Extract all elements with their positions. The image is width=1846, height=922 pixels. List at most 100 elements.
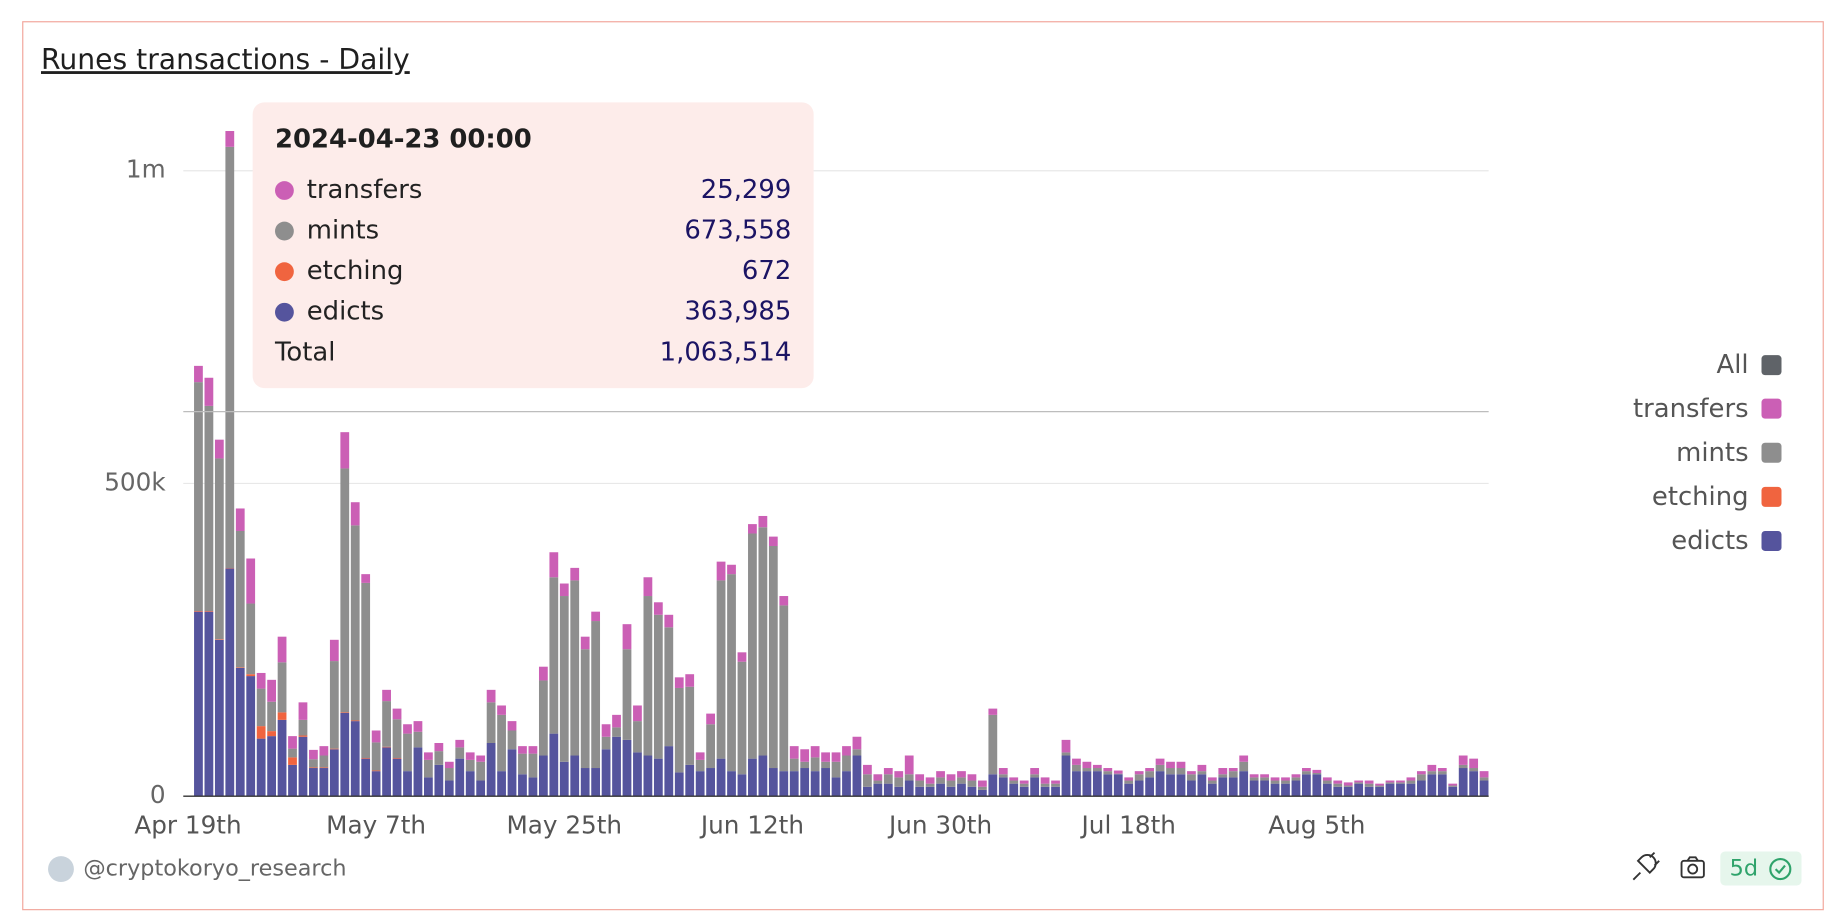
bar-segment (988, 774, 998, 797)
edit-icon[interactable] (1632, 851, 1660, 881)
bar-segment (622, 624, 632, 650)
bar-segment (1134, 780, 1144, 797)
bar-segment (1009, 783, 1019, 797)
footer: @cryptokoryo_research 5d (48, 851, 1802, 886)
bar-segment (1197, 774, 1207, 797)
x-tick-label: Jun 30th (887, 811, 992, 840)
bar-segment (1469, 758, 1479, 769)
bar-segment (998, 777, 1008, 797)
bar-segment (695, 759, 705, 772)
bar-segment (591, 621, 601, 769)
bar-segment (852, 749, 862, 756)
bar-segment (1155, 771, 1165, 797)
tooltip-total: 1,063,514 (660, 337, 792, 367)
bar-segment (904, 780, 914, 797)
bar-segment (1427, 774, 1437, 797)
bar-segment (1239, 761, 1249, 772)
author[interactable]: @cryptokoryo_research (83, 856, 346, 882)
bar-segment (549, 552, 559, 578)
bar-segment (591, 611, 601, 622)
bar-segment (1249, 777, 1259, 781)
bar-segment (298, 736, 308, 797)
bar-segment (329, 639, 339, 662)
bar-segment (1291, 780, 1301, 797)
bar-segment (1260, 780, 1269, 797)
tooltip-value: 363,985 (684, 297, 791, 327)
bar-segment (1375, 785, 1384, 787)
bar-segment (1197, 764, 1207, 772)
bar-segment (957, 777, 966, 784)
bar-segment (1343, 785, 1353, 787)
bar-segment (246, 676, 256, 797)
bar-segment (1061, 752, 1071, 756)
bar-segment (831, 752, 841, 762)
bar-segment (622, 649, 632, 740)
bar-segment (340, 432, 350, 469)
bar-segment (1134, 774, 1144, 781)
bar-segment (1312, 774, 1322, 797)
bar-segment (1019, 783, 1029, 787)
tooltip-name: etching (307, 256, 404, 286)
bar-segment (925, 786, 935, 797)
bar-segment (894, 777, 904, 787)
bar-segment (946, 786, 956, 797)
bar-segment (1207, 777, 1217, 781)
bar-segment (925, 777, 935, 784)
bar-segment (967, 780, 977, 787)
bar-segment (852, 755, 862, 797)
bar-segment (821, 768, 830, 797)
bar-segment (622, 739, 632, 797)
bar-segment (444, 761, 454, 769)
bar-segment (1385, 780, 1395, 783)
legend-label: All (1717, 350, 1749, 380)
bar-segment (1249, 774, 1259, 778)
bar-segment (1354, 783, 1364, 797)
bar-segment (277, 662, 287, 713)
bar-segment (204, 405, 214, 612)
bar-segment (1166, 761, 1175, 769)
bar-segment (277, 719, 287, 797)
bar-segment (580, 649, 590, 769)
bar-segment (559, 761, 569, 797)
bar-segment (591, 768, 601, 797)
bar-segment (1218, 774, 1228, 778)
bar-segment (706, 724, 716, 769)
bar-segment (1281, 777, 1290, 781)
camera-icon[interactable] (1680, 856, 1705, 879)
bar-segment (988, 708, 998, 715)
bar-segment (277, 712, 287, 720)
bar-segment (768, 545, 778, 769)
bar-segment (455, 739, 465, 748)
bar-segment (737, 652, 747, 662)
bar-segment (1343, 782, 1353, 786)
bar-segment (570, 580, 580, 756)
bar-segment (863, 786, 872, 797)
bar-segment (549, 577, 559, 734)
legend-label: mints (1676, 438, 1748, 468)
bar-segment (246, 674, 256, 677)
bar-segment (863, 774, 872, 787)
bar-segment (1072, 764, 1081, 772)
bar-segment (1312, 773, 1322, 775)
bar-segment (883, 783, 893, 797)
bar-segment (1354, 782, 1364, 784)
bar-segment (267, 679, 276, 702)
bar-segment (455, 747, 465, 759)
bar-segment (904, 755, 914, 775)
bar-segment (1019, 786, 1029, 797)
bar-segment (1281, 783, 1290, 797)
bar-segment (1082, 771, 1092, 797)
bar-segment (256, 726, 266, 739)
chart-title[interactable]: Runes transactions - Daily (41, 43, 410, 76)
bar-segment (800, 749, 810, 762)
bar-segment (413, 747, 423, 797)
bar-segment (852, 736, 862, 750)
bar-segment (1469, 768, 1479, 772)
bar-segment (988, 714, 998, 775)
bar-segment (225, 568, 235, 797)
bar-segment (695, 771, 705, 797)
bar-segment (768, 536, 778, 546)
bar-segment (371, 771, 381, 797)
x-tick-label: Jun 12th (699, 811, 804, 840)
tooltip-name: mints (307, 216, 379, 246)
